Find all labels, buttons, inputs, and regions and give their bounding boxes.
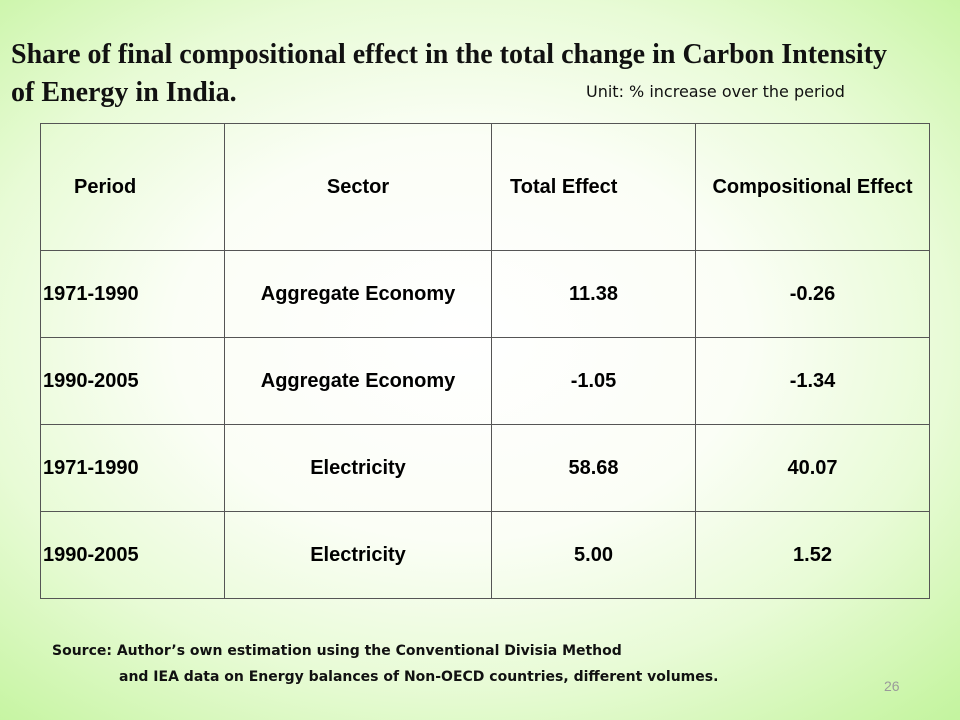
column-header-total-effect: Total Effect [491,123,696,251]
sector-cell: Aggregate Economy [224,337,492,425]
compositional-effect-cell: 40.07 [695,424,930,512]
period-cell: 1971-1990 [40,250,225,338]
compositional-effect-cell: 1.52 [695,511,930,599]
column-header-compositional-effect: Compositional Effect [695,123,930,251]
column-header-period: Period [40,123,225,251]
unit-label: Unit: % increase over the period [586,82,845,101]
sector-cell: Aggregate Economy [224,250,492,338]
period-cell: 1990-2005 [40,511,225,599]
source-note: Source: Author’s own estimation using th… [52,638,718,690]
total-effect-cell: 58.68 [491,424,696,512]
column-header-sector: Sector [224,123,492,251]
total-effect-cell: 5.00 [491,511,696,599]
total-effect-cell: 11.38 [491,250,696,338]
source-line-2: and IEA data on Energy balances of Non-O… [119,669,719,685]
compositional-effect-cell: -1.34 [695,337,930,425]
slide-title: Share of final compositional effect in t… [11,39,888,108]
table-row: 1990-2005 Aggregate Economy -1.05 -1.34 [40,337,930,425]
table-header-row: Period Sector Total Effect Compositional… [40,123,930,251]
period-cell: 1971-1990 [40,424,225,512]
table-row: 1990-2005 Electricity 5.00 1.52 [40,511,930,599]
table-row: 1971-1990 Aggregate Economy 11.38 -0.26 [40,250,930,338]
page-number: 26 [884,678,900,694]
period-cell: 1990-2005 [40,337,225,425]
compositional-effect-cell: -0.26 [695,250,930,338]
total-effect-cell: -1.05 [491,337,696,425]
source-line-1: Source: Author’s own estimation using th… [52,643,622,659]
table-row: 1971-1990 Electricity 58.68 40.07 [40,424,930,512]
sector-cell: Electricity [224,424,492,512]
data-table: Period Sector Total Effect Compositional… [40,123,930,599]
sector-cell: Electricity [224,511,492,599]
